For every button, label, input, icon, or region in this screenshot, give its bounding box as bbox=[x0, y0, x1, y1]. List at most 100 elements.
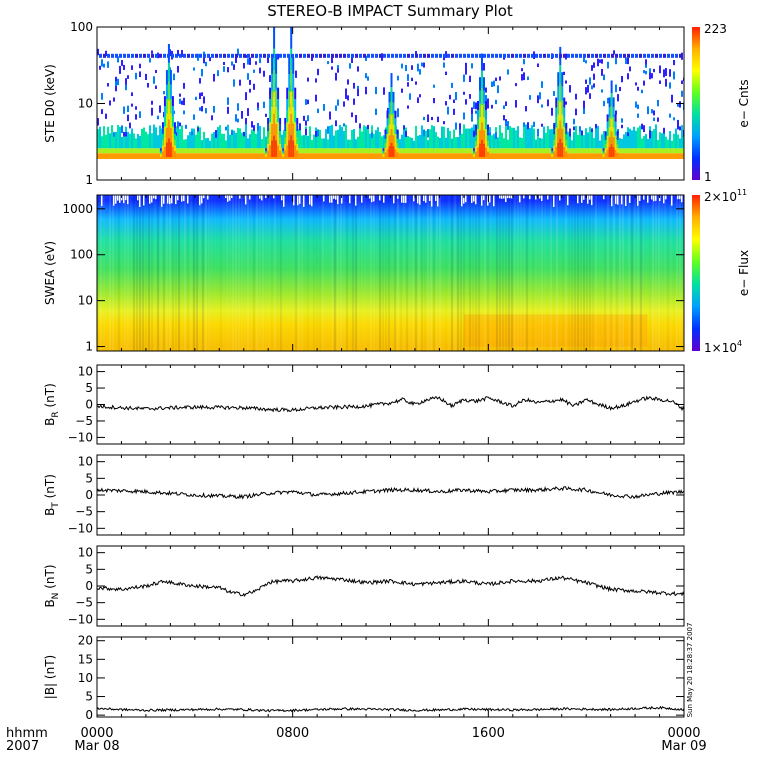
ste-burst-cell bbox=[292, 140, 295, 157]
ste-burst-cell bbox=[382, 149, 385, 152]
ste-cell bbox=[151, 107, 153, 116]
ste-cell bbox=[245, 124, 247, 149]
ste-cell bbox=[635, 101, 637, 108]
ste-burst-cell bbox=[602, 152, 605, 155]
ste-burst-cell bbox=[167, 119, 170, 139]
ste-cell bbox=[231, 130, 233, 136]
swea-warm-region bbox=[463, 314, 648, 347]
swea-texture bbox=[619, 195, 621, 351]
swea-texture bbox=[292, 195, 294, 351]
ste-cell bbox=[669, 82, 671, 89]
swea-texture bbox=[610, 195, 612, 351]
swea-top-gap bbox=[591, 195, 593, 206]
ste-cell bbox=[405, 130, 407, 137]
ste-cell bbox=[365, 73, 367, 79]
swea-top-gap bbox=[503, 195, 505, 199]
ste-cell bbox=[249, 134, 251, 149]
ste-burst-cell bbox=[472, 148, 475, 150]
ste-cell bbox=[321, 153, 323, 159]
ste-cell bbox=[179, 153, 181, 159]
ste-band-cell bbox=[299, 53, 302, 58]
swea-texture bbox=[526, 195, 528, 351]
ste-burst-cell bbox=[565, 134, 568, 140]
ste-burst-cell bbox=[612, 107, 615, 118]
swea-texture bbox=[319, 195, 321, 351]
ste-cell bbox=[343, 153, 345, 159]
ste-cell bbox=[613, 50, 615, 55]
ste-cell bbox=[421, 62, 423, 67]
ste-band-cell bbox=[559, 53, 562, 58]
ste-cell bbox=[131, 103, 133, 107]
ste-cell bbox=[325, 148, 327, 154]
swea-top-gap bbox=[337, 195, 339, 205]
ste-cell bbox=[121, 137, 123, 149]
ste-cell bbox=[333, 135, 335, 149]
ste-cell bbox=[121, 153, 123, 159]
ste-band-cell bbox=[455, 53, 458, 58]
ste-burst-cell bbox=[282, 152, 285, 155]
ste-cell bbox=[101, 136, 103, 149]
time-tick-label: 0000 bbox=[667, 726, 700, 741]
ste-cell bbox=[497, 85, 499, 94]
ste-burst-cell bbox=[606, 114, 609, 122]
ste-burst-cell bbox=[551, 148, 554, 150]
time-tick-date-label: Mar 08 bbox=[74, 739, 119, 754]
ste-cell bbox=[223, 148, 225, 154]
ste-cell bbox=[637, 148, 639, 154]
ste-burst-cell bbox=[384, 129, 387, 135]
ste-cell bbox=[183, 82, 185, 89]
ste-cell bbox=[345, 88, 347, 95]
ste-cell bbox=[383, 87, 385, 95]
ste-burst-cell bbox=[277, 133, 280, 146]
ste-cell bbox=[337, 99, 339, 106]
ste-band-cell bbox=[211, 53, 214, 58]
ste-cell bbox=[647, 106, 649, 115]
ste-cell bbox=[541, 153, 543, 159]
ste-cell bbox=[261, 139, 263, 149]
ste-cell bbox=[105, 50, 107, 57]
swea-texture bbox=[547, 195, 549, 351]
ste-burst-cell bbox=[612, 117, 615, 128]
ste-cell bbox=[329, 148, 331, 154]
ste-cell bbox=[521, 153, 523, 159]
ste-cell bbox=[489, 153, 491, 159]
swea-top-gap bbox=[499, 195, 501, 199]
ste-burst-cell bbox=[279, 143, 282, 151]
ste-cell bbox=[107, 61, 109, 68]
swea-texture bbox=[559, 195, 561, 351]
ste-burst-cell bbox=[394, 133, 397, 142]
ste-cell bbox=[411, 137, 413, 149]
ste-cell bbox=[179, 98, 181, 104]
ste-colorbar-max: 223 bbox=[704, 22, 727, 36]
ste-cell bbox=[451, 138, 453, 149]
ste-cell bbox=[229, 148, 231, 154]
ste-cell bbox=[671, 94, 673, 103]
ste-cell bbox=[551, 129, 553, 149]
swea-top-gap bbox=[323, 195, 325, 202]
ste-cell bbox=[419, 134, 421, 149]
ste-cell bbox=[417, 97, 419, 103]
ste-cell bbox=[125, 78, 127, 85]
swea-top-gap bbox=[617, 195, 619, 205]
swea-texture bbox=[238, 195, 240, 351]
ste-burst-cell bbox=[288, 73, 291, 91]
ste-cell bbox=[601, 153, 603, 159]
swea-texture bbox=[400, 195, 402, 351]
ste-cell bbox=[535, 148, 537, 154]
ste-burst-cell bbox=[169, 113, 172, 128]
ste-cell bbox=[433, 153, 435, 159]
swea-texture bbox=[304, 195, 306, 351]
ste-cell bbox=[225, 140, 227, 149]
ste-band-cell bbox=[399, 53, 402, 58]
btot-ytick-label: 5 bbox=[85, 690, 93, 704]
swea-texture bbox=[124, 195, 126, 351]
ste-cell bbox=[149, 148, 151, 154]
swea-texture bbox=[394, 195, 396, 351]
ste-cell bbox=[251, 153, 253, 159]
ste-cell bbox=[407, 136, 409, 149]
ste-burst-cell bbox=[161, 122, 164, 128]
ste-band-cell bbox=[671, 53, 674, 58]
swea-texture bbox=[613, 195, 615, 351]
ste-cell bbox=[455, 148, 457, 154]
